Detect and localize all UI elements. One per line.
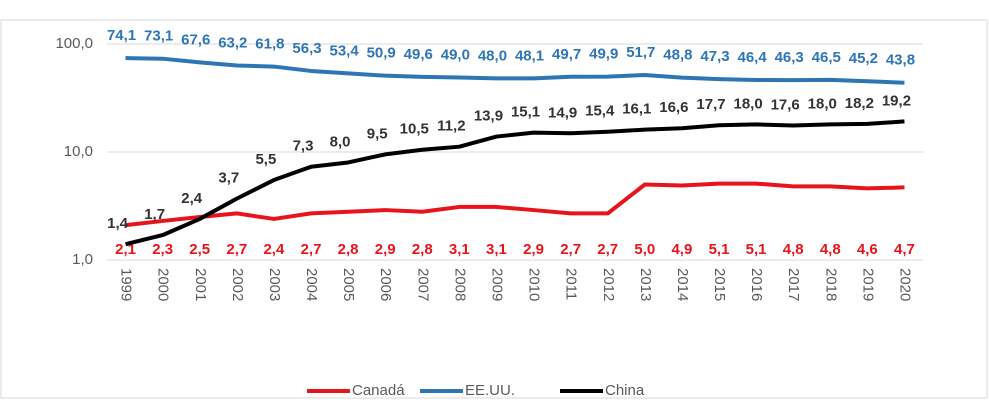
data-label: 49,9 <box>589 46 618 63</box>
data-label: 48,1 <box>515 47 544 64</box>
x-tick-label: 2005 <box>340 268 357 301</box>
x-tick-label: 2018 <box>822 268 839 301</box>
data-label: 5,0 <box>634 241 655 258</box>
data-label: 3,1 <box>449 241 470 258</box>
x-tick-label: 2003 <box>266 268 283 301</box>
data-label: 16,6 <box>659 99 688 116</box>
x-tick-label: 2019 <box>859 268 876 301</box>
x-tick-label: 2012 <box>600 268 617 301</box>
data-label: 18,2 <box>845 95 874 112</box>
series-line <box>125 56 905 85</box>
data-label: 17,7 <box>696 96 725 113</box>
data-label: 2,9 <box>375 241 396 258</box>
y-tick-label: 100,0 <box>55 35 93 52</box>
data-label: 50,9 <box>367 45 396 62</box>
series-line <box>125 181 905 228</box>
x-tick-label: 2014 <box>674 268 691 301</box>
data-label: 2,7 <box>226 241 247 258</box>
data-label: 4,6 <box>857 241 878 258</box>
data-label: 2,5 <box>189 241 210 258</box>
data-label: 5,5 <box>255 151 276 168</box>
data-label: 5,1 <box>746 241 767 258</box>
data-label: 2,1 <box>115 241 136 258</box>
data-label: 4,8 <box>820 241 841 258</box>
data-label: 13,9 <box>474 108 503 125</box>
y-tick-label: 10,0 <box>64 143 93 160</box>
data-label: 9,5 <box>367 125 388 142</box>
data-label: 74,1 <box>107 27 136 44</box>
data-label: 2,7 <box>560 241 581 258</box>
data-label: 16,1 <box>622 101 651 118</box>
x-tick-label: 2016 <box>748 268 765 301</box>
x-tick-label: 2006 <box>377 268 394 301</box>
x-tick-label: 2009 <box>488 268 505 301</box>
data-label: 43,8 <box>886 52 915 69</box>
x-tick-label: 2013 <box>637 268 654 301</box>
chart-frame <box>0 19 988 399</box>
data-label: 49,6 <box>404 46 433 63</box>
data-label: 2,8 <box>412 241 433 258</box>
data-label: 18,0 <box>808 95 837 112</box>
data-label: 53,4 <box>329 42 359 59</box>
x-tick-label: 2020 <box>896 268 913 301</box>
data-label: 47,3 <box>700 48 729 65</box>
data-label: 46,5 <box>812 49 841 66</box>
data-label: 14,9 <box>548 104 577 121</box>
data-label: 11,2 <box>437 118 465 135</box>
x-tick-label: 2011 <box>563 268 580 300</box>
data-label: 15,1 <box>511 104 540 121</box>
data-label: 5,1 <box>709 241 730 258</box>
data-label: 46,3 <box>775 49 804 66</box>
y-tick-label: 1,0 <box>72 251 93 268</box>
legend-label: Canadá <box>352 382 405 399</box>
data-label: 15,4 <box>585 103 615 120</box>
data-label: 67,6 <box>181 31 210 48</box>
x-tick-label: 2007 <box>414 268 431 301</box>
x-tick-label: 2001 <box>192 268 209 301</box>
data-label: 1,7 <box>144 206 165 223</box>
data-label: 4,8 <box>783 241 804 258</box>
x-tick-label: 2008 <box>451 268 468 301</box>
series-line <box>125 119 905 247</box>
x-tick-label: 2010 <box>526 268 543 301</box>
data-label: 1,4 <box>107 215 129 232</box>
data-label: 19,2 <box>882 92 911 109</box>
data-label: 45,2 <box>849 50 878 67</box>
data-label: 51,7 <box>626 44 655 61</box>
x-tick-label: 2015 <box>711 268 728 301</box>
data-label: 17,6 <box>771 96 800 113</box>
data-label: 4,7 <box>894 241 915 258</box>
data-label: 2,4 <box>181 190 203 207</box>
data-label: 3,1 <box>486 241 507 258</box>
legend-label: EE.UU. <box>465 382 515 399</box>
data-label: 2,3 <box>152 241 173 258</box>
x-tick-label: 2017 <box>785 268 802 301</box>
data-label: 61,8 <box>255 36 284 53</box>
data-label: 49,0 <box>441 46 470 63</box>
x-tick-label: 2000 <box>155 268 172 301</box>
data-label: 73,1 <box>144 28 173 45</box>
legend-label: China <box>605 382 645 399</box>
x-tick-label: 2002 <box>229 268 246 301</box>
data-label: 10,5 <box>400 121 429 138</box>
data-label: 56,3 <box>292 40 321 57</box>
data-label: 2,7 <box>301 241 322 258</box>
data-label: 2,7 <box>597 241 618 258</box>
data-label: 3,7 <box>218 170 239 187</box>
x-tick-label: 1999 <box>118 268 135 301</box>
x-tick-label: 2004 <box>303 268 320 301</box>
data-label: 48,0 <box>478 47 507 64</box>
data-label: 2,8 <box>338 241 359 258</box>
data-label: 63,2 <box>218 34 247 51</box>
data-label: 48,8 <box>663 47 692 64</box>
data-label: 8,0 <box>330 133 351 150</box>
data-label: 46,4 <box>737 49 767 66</box>
data-label: 49,7 <box>552 46 581 63</box>
data-label: 18,0 <box>733 95 762 112</box>
data-label: 2,9 <box>523 241 544 258</box>
data-label: 4,9 <box>671 241 692 258</box>
data-label: 7,3 <box>293 138 314 155</box>
data-label: 2,4 <box>263 241 285 258</box>
